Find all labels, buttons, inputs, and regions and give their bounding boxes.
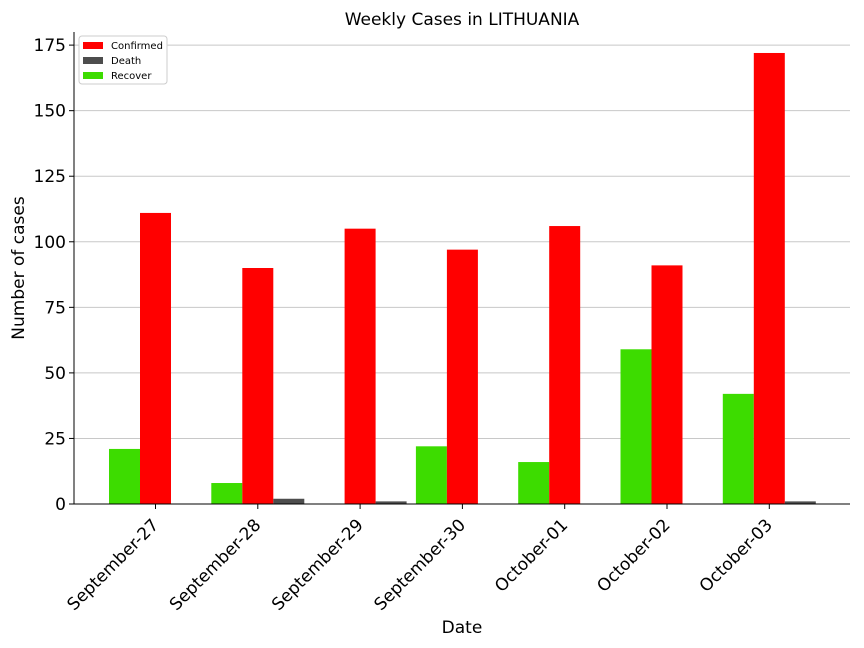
y-tick-label: 75 [44,298,66,318]
x-tick-label: September-28 [166,515,265,614]
x-tick-label: September-30 [370,515,469,614]
x-tick-label: October-02 [593,515,674,596]
bar-death [273,498,305,504]
x-axis-label: Date [442,618,483,638]
legend-swatch-confirmed [83,42,103,49]
bar-confirmed [651,265,683,504]
bars [109,52,816,505]
x-ticks: September-27 September-28 September-29 Sept… [64,504,777,615]
bar-recover [518,462,550,504]
bar-confirmed [446,249,478,504]
legend-label-confirmed: Confirmed [111,41,163,52]
legend-swatch-death [83,57,103,64]
x-tick-label: October-01 [491,515,572,596]
bar-recover [620,349,652,504]
bar-confirmed [753,52,785,504]
bar-confirmed [242,268,274,504]
bar-confirmed [344,228,376,504]
x-tick-label: September-27 [64,515,163,614]
chart-title: Weekly Cases in LITHUANIA [345,10,580,30]
bar-confirmed [549,226,581,505]
y-tick-label: 150 [34,102,66,122]
bar-recover [722,393,754,504]
x-tick-label: October-03 [696,515,777,596]
bar-recover [109,448,140,504]
x-tick-label: September-29 [268,515,367,614]
y-ticks: 0 25 50 75 100 125 150 175 [34,36,74,515]
y-tick-label: 25 [44,429,66,449]
y-axis-label: Number of cases [9,196,29,340]
y-tick-label: 100 [34,233,66,253]
bar-death [784,501,816,504]
y-tick-label: 175 [34,36,66,56]
legend: Confirmed Death Recover [78,35,168,85]
y-tick-label: 0 [55,495,66,515]
bar-recover [211,483,243,504]
bar-death [375,501,407,504]
legend-label-recover: Recover [111,71,152,82]
legend-swatch-recover [83,72,103,79]
y-tick-label: 125 [34,167,66,187]
bar-recover [415,446,447,504]
y-tick-label: 50 [44,364,66,384]
legend-label-death: Death [111,56,141,67]
bar-confirmed [140,212,171,504]
